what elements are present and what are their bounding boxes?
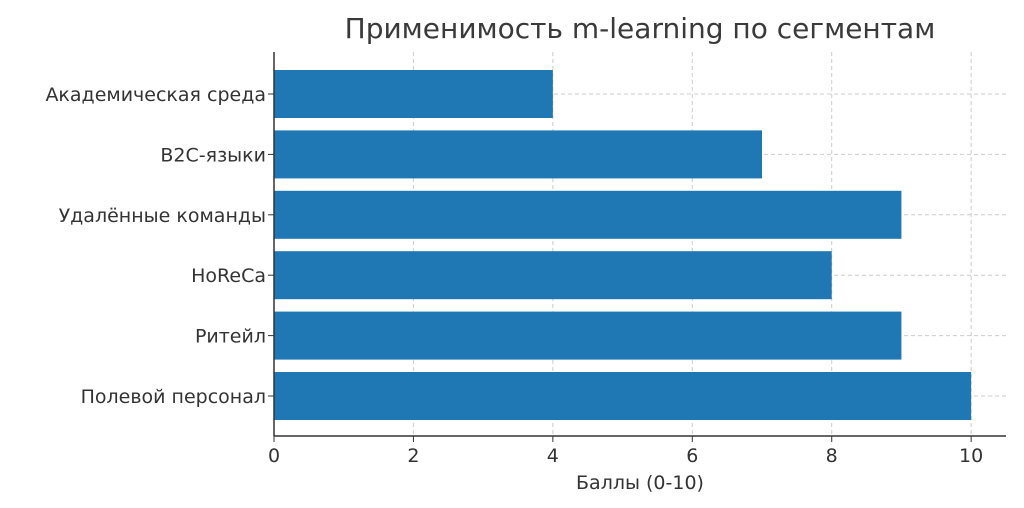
x-tick-label: 2 — [407, 445, 419, 467]
x-tick-label: 4 — [547, 445, 559, 467]
y-tick-label: Полевой персонал — [81, 386, 266, 408]
bar — [274, 70, 553, 118]
y-tick-label: HoReCa — [191, 265, 266, 287]
y-tick-label: Удалённые команды — [59, 205, 266, 227]
chart-title: Применимость m-learning по сегментам — [344, 12, 936, 45]
bar — [274, 372, 972, 420]
axes — [268, 52, 1006, 442]
bar — [274, 130, 762, 179]
x-tick-label: 8 — [826, 445, 838, 467]
x-tick-labels: 0 2 4 6 8 10 — [268, 445, 983, 467]
y-tick-label: Академическая среда — [45, 84, 266, 106]
x-tick-label: 10 — [959, 445, 983, 467]
bar — [274, 190, 902, 239]
bars — [274, 70, 972, 420]
x-axis-label: Баллы (0-10) — [576, 472, 704, 494]
y-tick-labels: Академическая среда B2C-языки Удалённые ко… — [45, 84, 266, 408]
y-tick-label: Ритейл — [195, 326, 266, 348]
y-tick-label: B2C-языки — [160, 144, 266, 166]
bar — [274, 251, 832, 300]
x-tick-label: 6 — [686, 445, 698, 467]
bar — [274, 311, 902, 360]
x-tick-label: 0 — [268, 445, 280, 467]
